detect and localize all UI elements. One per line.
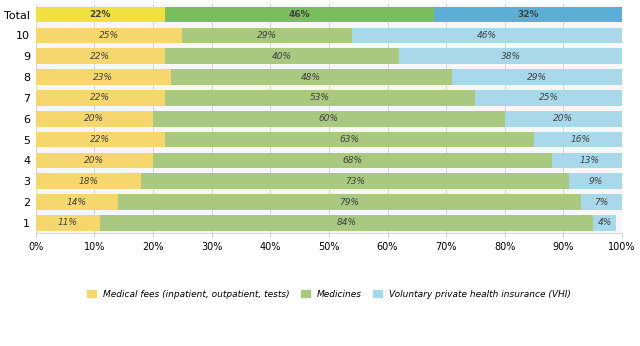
Bar (36, 90, 164, 106)
Text: 22%: 22% (90, 93, 110, 102)
Text: 46%: 46% (477, 31, 497, 40)
Bar (141, 173, 570, 189)
Text: 73%: 73% (346, 177, 365, 186)
Text: 68%: 68% (342, 156, 362, 165)
Text: 53%: 53% (310, 93, 330, 102)
Text: 16%: 16% (571, 135, 591, 144)
Bar (182, 28, 353, 43)
Bar (164, 48, 399, 64)
Text: 25%: 25% (99, 31, 119, 40)
Bar (164, 132, 534, 147)
Bar (36, 153, 153, 168)
Text: 23%: 23% (93, 73, 113, 82)
Text: 18%: 18% (79, 177, 99, 186)
Bar (581, 194, 622, 210)
Bar (505, 111, 622, 127)
Bar (476, 90, 622, 106)
Bar (570, 173, 622, 189)
Bar (100, 215, 593, 231)
Text: 29%: 29% (257, 31, 277, 40)
Text: 79%: 79% (339, 198, 360, 207)
Bar (435, 7, 622, 22)
Text: 20%: 20% (84, 156, 104, 165)
Text: 60%: 60% (319, 114, 339, 123)
Bar (36, 111, 153, 127)
Bar (36, 48, 164, 64)
Legend: Medical fees (inpatient, outpatient, tests), Medicines, Voluntary private health: Medical fees (inpatient, outpatient, tes… (83, 286, 575, 302)
Bar (153, 111, 505, 127)
Text: 7%: 7% (595, 198, 609, 207)
Bar (534, 132, 628, 147)
Bar (164, 90, 476, 106)
Bar (452, 69, 622, 85)
Text: 11%: 11% (58, 218, 78, 227)
Text: 13%: 13% (580, 156, 600, 165)
Bar (36, 28, 182, 43)
Text: 40%: 40% (272, 52, 292, 61)
Text: 4%: 4% (597, 218, 612, 227)
Text: 22%: 22% (90, 10, 111, 19)
Text: 20%: 20% (84, 114, 104, 123)
Text: 9%: 9% (589, 177, 603, 186)
Bar (36, 194, 118, 210)
Text: 29%: 29% (527, 73, 547, 82)
Bar (36, 173, 141, 189)
Bar (593, 215, 616, 231)
Text: 22%: 22% (90, 52, 110, 61)
Bar (118, 194, 581, 210)
Bar (164, 7, 435, 22)
Text: 14%: 14% (67, 198, 87, 207)
Bar (36, 215, 100, 231)
Text: 46%: 46% (289, 10, 310, 19)
Bar (153, 153, 552, 168)
Text: 20%: 20% (554, 114, 573, 123)
Text: 84%: 84% (337, 218, 356, 227)
Bar (36, 69, 171, 85)
Bar (36, 7, 164, 22)
Bar (399, 48, 622, 64)
Bar (353, 28, 622, 43)
Text: 48%: 48% (301, 73, 321, 82)
Text: 32%: 32% (518, 10, 539, 19)
Bar (552, 153, 628, 168)
Bar (171, 69, 452, 85)
Text: 22%: 22% (90, 135, 110, 144)
Text: 63%: 63% (339, 135, 360, 144)
Text: 38%: 38% (500, 52, 521, 61)
Text: 25%: 25% (539, 93, 559, 102)
Bar (36, 132, 164, 147)
